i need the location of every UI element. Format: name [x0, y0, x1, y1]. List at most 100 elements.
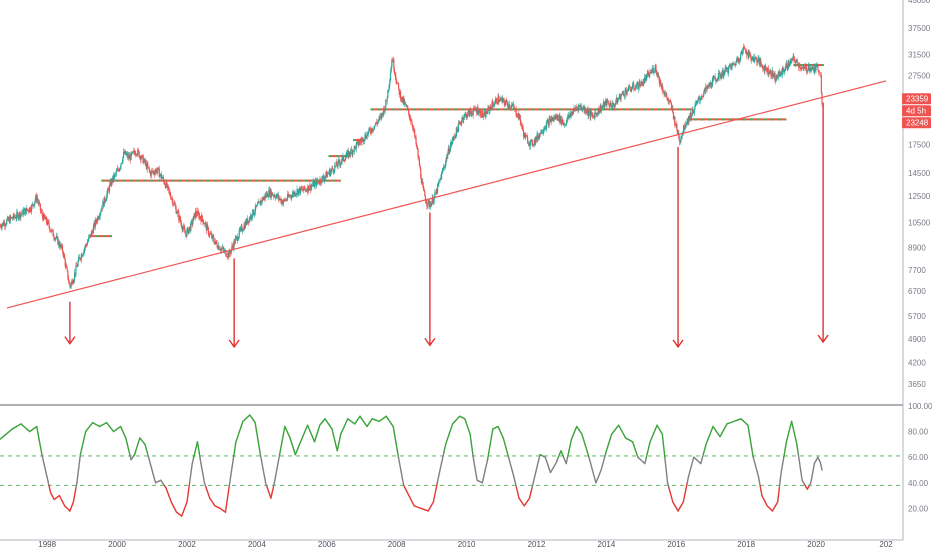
candle-body [637, 87, 640, 90]
candle-body [158, 168, 160, 178]
candle-body [311, 185, 314, 187]
candle-body [669, 100, 671, 102]
candle-body [266, 193, 269, 197]
candle-body [783, 70, 785, 73]
candle-body [404, 102, 406, 104]
candle-body [541, 130, 543, 134]
candle-body [722, 69, 724, 77]
oscillator-segment [790, 420, 794, 428]
candle-body [494, 103, 496, 105]
oscillator-segment [331, 428, 335, 436]
oscillator-segment [757, 475, 761, 482]
candle-body [809, 67, 812, 72]
oscillator-segment [503, 442, 507, 449]
candle-body [19, 212, 21, 218]
candle-body [232, 246, 234, 249]
candle-body [115, 171, 117, 174]
candle-body [227, 252, 229, 257]
candle-body [775, 80, 777, 82]
candle-body [520, 120, 522, 126]
candle-body [356, 141, 359, 143]
oscillator-segment [191, 457, 195, 465]
candle-body [428, 199, 430, 202]
candle-body [278, 195, 280, 200]
oscillator-segment [534, 470, 537, 478]
candle-body [736, 59, 738, 62]
candle-body [241, 226, 243, 232]
oscillator-segment [227, 484, 231, 496]
candle-body [590, 111, 592, 117]
oscillator-segment [392, 425, 396, 435]
candle-body [272, 195, 274, 196]
candle-body [415, 137, 417, 145]
oscillator-segment [514, 481, 518, 488]
candle-body [582, 106, 585, 109]
candle-body [199, 216, 201, 219]
last-price-badge[interactable]: 23359 [902, 93, 931, 105]
candle-body [691, 115, 693, 119]
oscillator-segment [341, 425, 345, 432]
low-price-badge-bg [902, 117, 931, 129]
candle-body [640, 81, 642, 87]
candle-body [87, 240, 89, 243]
candle-body [600, 107, 603, 112]
oscillator-segment [306, 424, 311, 431]
candle-body [712, 77, 714, 79]
candle-body [807, 65, 810, 71]
candle-body [714, 76, 716, 79]
candle-body [549, 118, 552, 122]
oscillator-segment [568, 444, 571, 453]
time-axis[interactable]: 1998 2000 2002 2004 2006 2008 2010 2012 2014 2016… [38, 540, 893, 549]
oscillator-segment [190, 462, 193, 474]
candle-body [708, 83, 710, 88]
oscillator-segment [604, 450, 608, 457]
candle-body [438, 180, 441, 182]
oscillator-segment [488, 443, 491, 453]
candle-body [436, 184, 439, 193]
candle-body [113, 174, 115, 180]
candle-body [502, 98, 504, 102]
oscillator-segment [299, 436, 304, 443]
candle-body [239, 229, 241, 231]
candle-body [151, 170, 154, 173]
oscillator-segment [317, 424, 321, 431]
candle-body [248, 220, 250, 223]
candle-body [555, 115, 558, 118]
candle-body [451, 140, 453, 144]
candle-body [34, 200, 36, 204]
candle-body [608, 102, 610, 106]
candle-body [675, 123, 677, 126]
candle-body [805, 66, 808, 72]
candle-body [777, 77, 779, 79]
oscillator-segment [148, 458, 151, 465]
candle-body [255, 205, 257, 207]
candle-body [117, 168, 119, 171]
candle-body [125, 151, 127, 155]
candle-body [479, 110, 482, 117]
level-lines [89, 64, 824, 238]
price-tick-label: 5700 [908, 312, 926, 321]
candle-body [284, 199, 286, 201]
candle-body [424, 191, 426, 197]
candle-body [418, 156, 420, 159]
candle-body [667, 100, 669, 101]
oscillator-segment [781, 456, 785, 466]
countdown-badge[interactable]: 4d 5h [902, 105, 931, 117]
oscillator-segment [150, 467, 154, 474]
candle-body [49, 226, 51, 231]
time-tick-label: 2020 [807, 540, 825, 549]
oscillator-segment [82, 436, 86, 444]
candle-body [691, 109, 693, 116]
candle-body [294, 192, 296, 196]
candle-body [197, 211, 199, 214]
low-price-badge[interactable]: 23248 [902, 117, 931, 129]
candle-body [590, 111, 593, 115]
price-axis[interactable]: 4500037500315002750017500145001250010500… [902, 0, 931, 389]
oscillator-segment [780, 464, 784, 474]
candle-body [612, 103, 614, 104]
candle-body [243, 224, 245, 230]
candle-body [56, 236, 58, 237]
candle-body [609, 105, 611, 107]
